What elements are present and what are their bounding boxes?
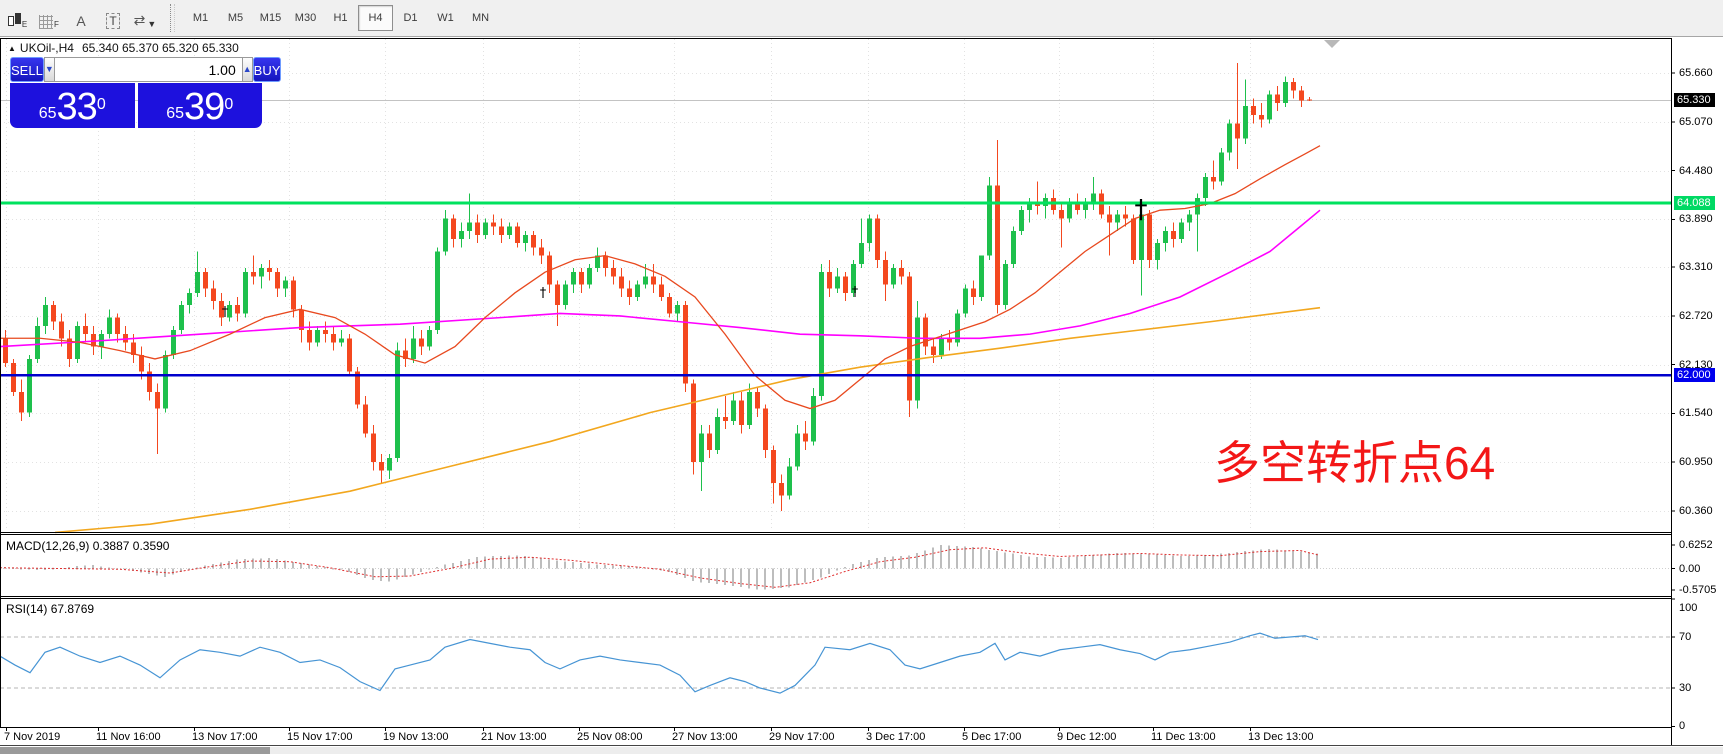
time-axis-label: 11 Dec 13:00 (1151, 731, 1216, 743)
time-axis: 7 Nov 2019 11 Nov 16:00 13 Nov 17:00 15 Nov… (0, 728, 1723, 746)
macd-axis-label: 0.00 (1679, 562, 1701, 575)
arrows-glyph: ⇄ (133, 12, 146, 28)
objects-arrows-icon[interactable]: ⇄ ▼ (130, 5, 160, 31)
sell-price-sup: 0 (96, 96, 106, 113)
rsi-label: RSI(14) 67.8769 (6, 602, 95, 616)
timeframe-button-mn[interactable]: MN (471, 12, 490, 24)
timeframe-button-m5[interactable]: M5 (227, 12, 244, 24)
grid-icon[interactable]: F (34, 5, 64, 31)
timeframe-button-h4[interactable]: H4 (358, 5, 393, 31)
price-axis-label: 64.480 (1679, 164, 1713, 177)
timeframe-button-h1[interactable]: H1 (333, 12, 348, 24)
svg-text:†: † (540, 286, 547, 301)
svg-text:†: † (222, 305, 229, 320)
indicators-candles-icon[interactable]: E (2, 5, 32, 31)
collapse-arrow-icon[interactable]: ▲ (8, 44, 16, 53)
time-axis-label: 25 Nov 08:00 (577, 731, 643, 743)
icon-letter: T (106, 13, 120, 29)
timeframe-button-d1[interactable]: D1 (403, 12, 418, 24)
timeframe-button-w1[interactable]: W1 (437, 12, 454, 24)
price-axis-label: 62.130 (1679, 358, 1713, 371)
timeframe-button-m1[interactable]: M1 (192, 12, 209, 24)
sell-price-big: 33 (56, 86, 98, 128)
timeframe-button-m15[interactable]: M15 (259, 12, 282, 24)
chart-title: ▲ UKOil-,H4 65.340 65.370 65.320 65.330 (8, 41, 239, 55)
sell-price-display[interactable]: 65 33 0 (10, 83, 135, 128)
time-axis-label: 3 Dec 17:00 (866, 731, 926, 743)
macd-axis-label: 0.6252 (1679, 538, 1713, 551)
symbol-label: UKOil-,H4 (19, 41, 74, 55)
toolbar-separator[interactable] (170, 4, 175, 32)
price-axis: 65.660 65.070 64.480 63.890 63.310 62.720 62.1… (1672, 38, 1723, 746)
volume-decrease-button[interactable]: ▼ (43, 57, 55, 82)
current-price-badge: 65.330 (1674, 93, 1715, 108)
macd-label: MACD(12,26,9) 0.3887 0.3590 (6, 539, 170, 553)
price-axis-label: 60.360 (1679, 504, 1713, 517)
candlestick-glyph (7, 13, 21, 29)
macd-value-main: 0.3887 (92, 539, 130, 553)
one-click-trade-panel: SELL ▼ ▲ BUY 65 33 0 65 39 0 (10, 57, 282, 128)
buy-button[interactable]: BUY (252, 57, 282, 82)
time-axis-label: 29 Nov 17:00 (769, 731, 835, 743)
timeframe-button-m30[interactable]: M30 (294, 12, 317, 24)
price-axis-label: 63.310 (1679, 261, 1713, 274)
volume-input[interactable] (54, 57, 242, 82)
price-axis-label: 65.070 (1679, 115, 1713, 128)
time-axis-label: 11 Nov 16:00 (96, 731, 161, 743)
buy-price-sup: 0 (224, 96, 234, 113)
svg-text:†: † (852, 285, 859, 300)
buy-price-display[interactable]: 65 39 0 (137, 83, 262, 128)
resistance-level-badge: 64.088 (1674, 195, 1715, 210)
icon-letter: A (76, 13, 86, 29)
rsi-axis-label: 70 (1679, 631, 1692, 643)
ohlc-values: 65.340 65.370 65.320 65.330 (81, 41, 239, 55)
price-axis-label: 62.720 (1679, 309, 1713, 322)
price-axis-label: 65.660 (1679, 67, 1713, 79)
buy-price-prefix: 65 (166, 105, 185, 122)
rsi-axis-label: 0 (1679, 720, 1686, 733)
text-label-icon[interactable]: T (98, 5, 128, 31)
time-axis-label: 27 Nov 13:00 (672, 731, 738, 743)
support-level-badge: 62.000 (1674, 368, 1715, 383)
time-axis-label: 19 Nov 13:00 (383, 731, 449, 743)
macd-value-signal: 0.3590 (132, 539, 170, 553)
chart-annotation-text: 多空转折点64 (1214, 437, 1496, 489)
time-axis-label: 15 Nov 17:00 (287, 731, 353, 743)
icon-letter: E (21, 20, 28, 29)
price-axis-label: 63.890 (1679, 213, 1713, 226)
toolbar: E F A T ⇄ ▼ M1 M5 M15 M30 H1 H4 D1 W1 MN (0, 0, 1723, 37)
svg-text:†: † (1135, 195, 1148, 225)
price-axis-label: 60.950 (1679, 456, 1713, 469)
price-axis-label: 61.540 (1679, 407, 1713, 420)
sell-price-prefix: 65 (38, 105, 57, 122)
time-axis-label: 13 Dec 13:00 (1248, 731, 1314, 743)
time-axis-label: 5 Dec 17:00 (962, 731, 1022, 743)
rsi-value: 67.8769 (50, 602, 95, 616)
time-axis-label: 21 Nov 13:00 (481, 731, 547, 743)
time-axis-label: 13 Nov 17:00 (192, 731, 258, 743)
volume-increase-button[interactable]: ▲ (241, 57, 253, 82)
sell-button[interactable]: SELL (10, 57, 44, 82)
grid-glyph (39, 15, 54, 29)
rsi-axis-label: 30 (1679, 682, 1692, 694)
font-icon[interactable]: A (66, 5, 96, 31)
rsi-axis-label: 100 (1679, 602, 1698, 614)
buy-price-big: 39 (184, 86, 225, 128)
chevron-down-icon: ▼ (147, 19, 157, 29)
horizontal-scrollbar-thumb[interactable] (0, 747, 270, 754)
time-axis-label: 7 Nov 2019 (4, 731, 61, 743)
icon-letter: F (54, 20, 59, 29)
time-axis-label: 9 Dec 12:00 (1057, 731, 1117, 743)
macd-axis-label: -0.5705 (1679, 583, 1717, 596)
timeframe-buttons: M1 M5 M15 M30 H1 H4 D1 W1 MN (183, 5, 498, 31)
